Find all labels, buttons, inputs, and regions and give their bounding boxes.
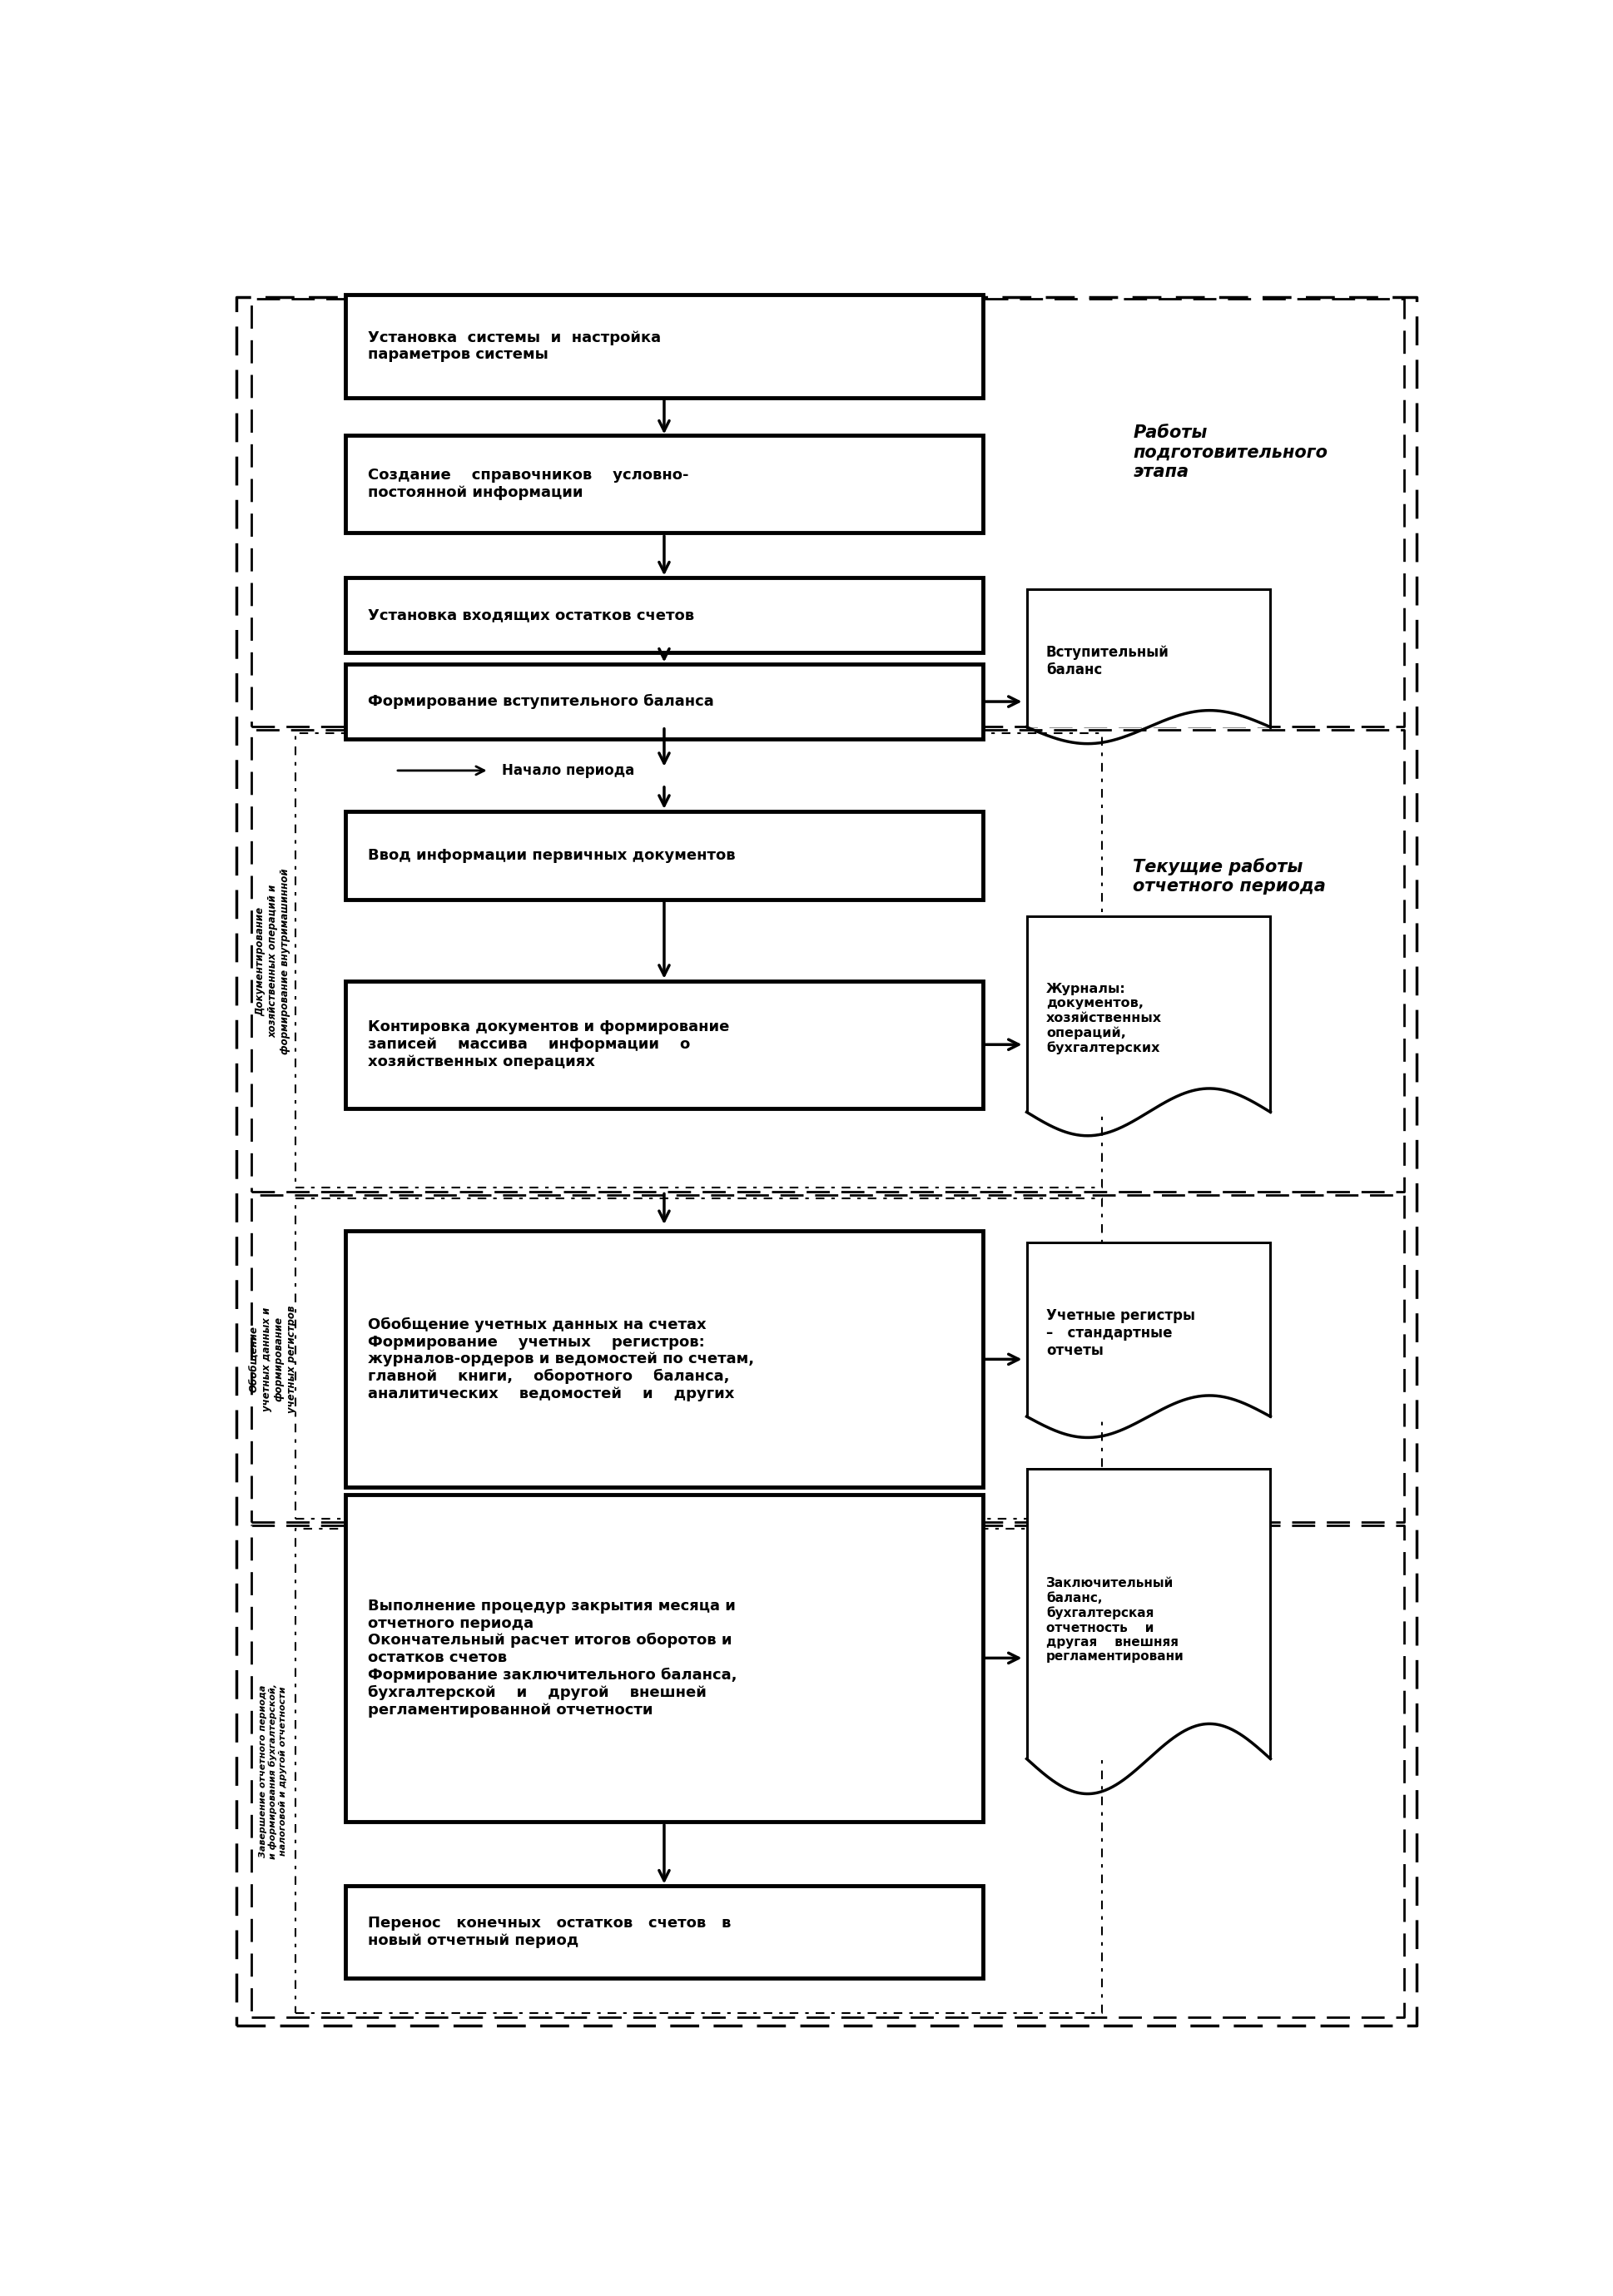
FancyBboxPatch shape: [345, 664, 982, 739]
Text: Текущие работы
отчетного периода: Текущие работы отчетного периода: [1132, 859, 1326, 895]
Text: Вступительный
баланс: Вступительный баланс: [1047, 645, 1169, 677]
Text: Обобщение
учетных данных и
формирование
учетных регистров: Обобщение учетных данных и формирование …: [248, 1306, 297, 1412]
FancyBboxPatch shape: [345, 579, 982, 652]
FancyBboxPatch shape: [345, 294, 982, 397]
FancyBboxPatch shape: [345, 810, 982, 900]
Text: Учетные регистры
–   стандартные
отчеты: Учетные регистры – стандартные отчеты: [1047, 1309, 1195, 1359]
Text: Работы
подготовительного
этапа: Работы подготовительного этапа: [1132, 425, 1327, 480]
FancyBboxPatch shape: [345, 1495, 982, 1821]
Text: Создание    справочников    условно-
постоянной информации: Создание справочников условно- постоянно…: [368, 468, 689, 501]
Polygon shape: [1026, 916, 1271, 1111]
Text: Заключительный
баланс,
бухгалтерская
отчетность    и
другая    внешняя
регламент: Заключительный баланс, бухгалтерская отч…: [1047, 1577, 1184, 1662]
FancyBboxPatch shape: [345, 1885, 982, 1979]
Text: Журналы:
документов,
хозяйственных
операций,
бухгалтерских: Журналы: документов, хозяйственных опера…: [1047, 983, 1161, 1054]
Text: Контировка документов и формирование
записей    массива    информации    о
хозяй: Контировка документов и формирование зап…: [368, 1019, 729, 1070]
Polygon shape: [1026, 1469, 1271, 1759]
FancyBboxPatch shape: [345, 980, 982, 1109]
Text: Обобщение учетных данных на счетах
Формирование    учетных    регистров:
журнало: Обобщение учетных данных на счетах Форми…: [368, 1318, 755, 1401]
Text: Формирование вступительного баланса: Формирование вступительного баланса: [368, 693, 715, 709]
Text: Документирование
хозяйственных операций и
формирование внутримашинной: Документирование хозяйственных операций …: [255, 868, 290, 1054]
FancyBboxPatch shape: [345, 436, 982, 533]
Polygon shape: [1026, 1242, 1271, 1417]
FancyBboxPatch shape: [345, 1231, 982, 1488]
Text: Ввод информации первичных документов: Ввод информации первичных документов: [368, 847, 736, 863]
Text: Перенос   конечных   остатков   счетов   в
новый отчетный период: Перенос конечных остатков счетов в новый…: [368, 1915, 731, 1949]
Text: Установка  системы  и  настройка
параметров системы: Установка системы и настройка параметров…: [368, 331, 661, 363]
Text: Установка входящих остатков счетов: Установка входящих остатков счетов: [368, 608, 694, 622]
Text: Выполнение процедур закрытия месяца и
отчетного периода
Окончательный расчет ито: Выполнение процедур закрытия месяца и от…: [368, 1598, 737, 1717]
Text: Завершение отчетного периода
и формирования бухгалтерской,
налоговой и другой от: Завершение отчетного периода и формирова…: [258, 1683, 287, 1860]
Text: Начало периода: Начало периода: [502, 762, 634, 778]
Polygon shape: [1026, 590, 1271, 728]
